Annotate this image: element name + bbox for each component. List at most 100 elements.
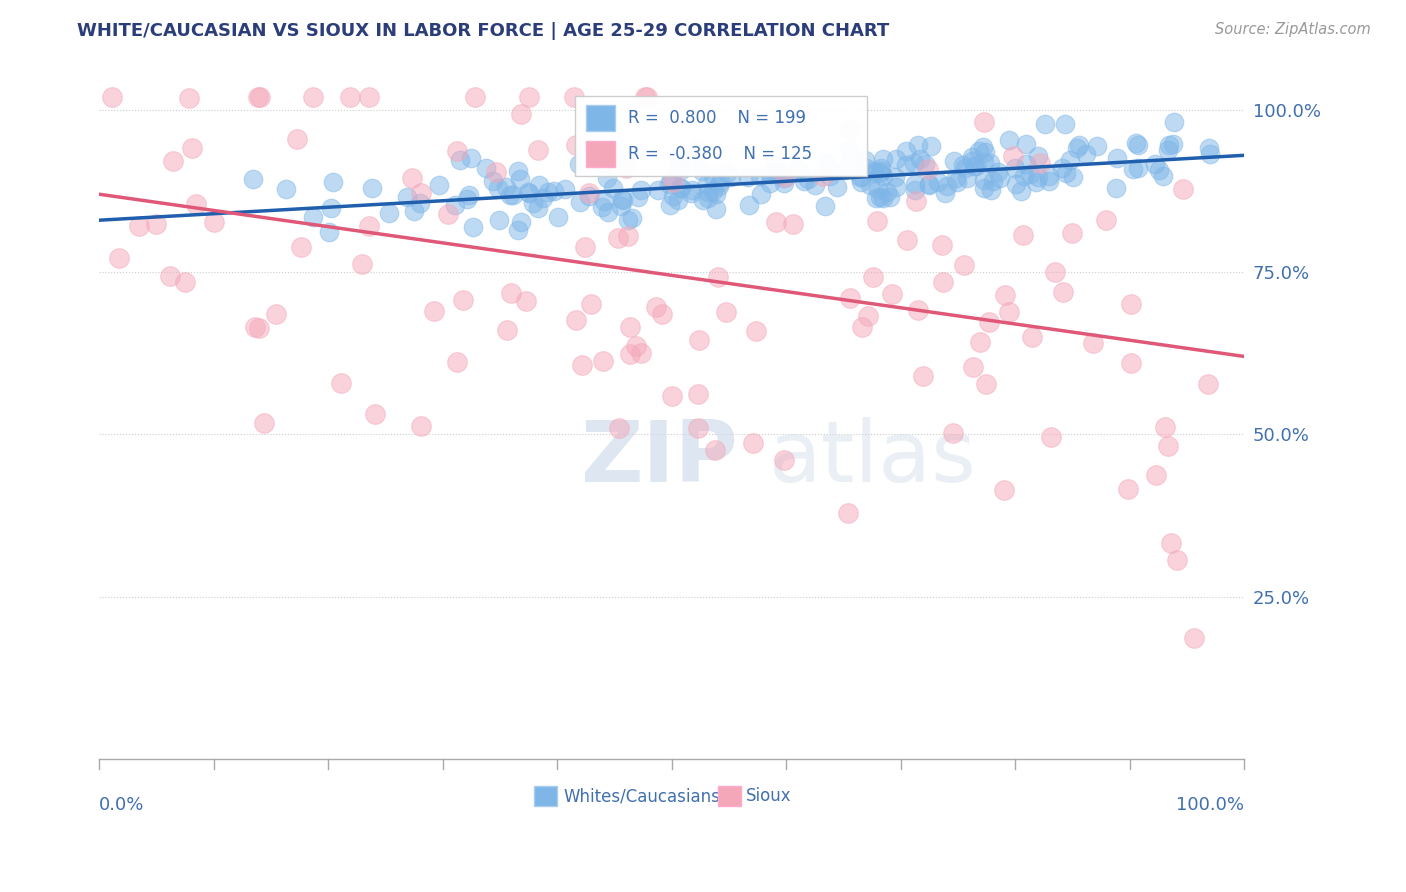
- Point: [769, 169, 792, 183]
- Point: [616, 228, 638, 243]
- Point: [880, 287, 903, 301]
- Point: [818, 169, 841, 183]
- Point: [839, 147, 862, 161]
- Point: [859, 178, 882, 192]
- Point: [742, 435, 765, 450]
- Point: [578, 189, 600, 203]
- Bar: [717, 786, 741, 806]
- Point: [404, 204, 426, 219]
- Point: [661, 173, 683, 187]
- Point: [527, 178, 550, 192]
- Point: [568, 156, 591, 170]
- Point: [1076, 147, 1098, 161]
- Point: [1038, 169, 1060, 184]
- Point: [972, 140, 994, 154]
- Point: [851, 169, 873, 184]
- Text: R =  -0.380    N = 125: R = -0.380 N = 125: [628, 145, 813, 163]
- Point: [359, 219, 381, 233]
- Point: [1156, 439, 1178, 453]
- Point: [834, 162, 856, 177]
- Point: [1119, 297, 1142, 311]
- Point: [977, 315, 1000, 329]
- Point: [515, 294, 537, 309]
- Point: [987, 165, 1010, 179]
- Point: [1043, 265, 1066, 279]
- Point: [1144, 468, 1167, 483]
- Point: [1015, 137, 1038, 152]
- Point: [128, 219, 150, 233]
- Point: [449, 153, 471, 167]
- Point: [446, 355, 468, 369]
- Point: [108, 251, 131, 265]
- Point: [1069, 138, 1091, 153]
- Point: [697, 185, 720, 199]
- Point: [249, 90, 271, 104]
- Point: [359, 90, 381, 104]
- Text: 0.0%: 0.0%: [100, 797, 145, 814]
- Point: [903, 156, 925, 170]
- Point: [249, 320, 271, 334]
- Point: [960, 153, 983, 168]
- Point: [765, 165, 787, 179]
- Point: [411, 186, 433, 200]
- Point: [907, 302, 929, 317]
- Point: [502, 188, 524, 202]
- Point: [1121, 356, 1143, 370]
- Point: [994, 288, 1017, 302]
- Point: [702, 169, 724, 183]
- Point: [745, 324, 768, 338]
- Point: [1026, 149, 1049, 163]
- Point: [401, 171, 423, 186]
- Point: [773, 170, 796, 185]
- Point: [716, 305, 738, 319]
- Point: [302, 210, 325, 224]
- Point: [793, 174, 815, 188]
- Point: [669, 163, 692, 178]
- Point: [565, 312, 588, 326]
- Point: [464, 90, 486, 104]
- Point: [884, 152, 907, 166]
- Point: [973, 181, 995, 195]
- Point: [592, 354, 614, 368]
- Text: atlas: atlas: [769, 417, 977, 500]
- Point: [707, 270, 730, 285]
- Point: [562, 90, 585, 104]
- Point: [1026, 170, 1049, 185]
- Point: [499, 188, 522, 202]
- Point: [607, 420, 630, 434]
- Point: [863, 164, 886, 178]
- Point: [177, 91, 200, 105]
- Point: [145, 217, 167, 231]
- Point: [322, 175, 344, 189]
- Point: [669, 181, 692, 195]
- Point: [1004, 161, 1026, 175]
- Point: [914, 157, 936, 171]
- Point: [688, 333, 710, 347]
- Point: [1015, 157, 1038, 171]
- Point: [932, 275, 955, 289]
- Point: [620, 211, 643, 225]
- Point: [607, 231, 630, 245]
- Point: [997, 133, 1019, 147]
- Point: [626, 190, 648, 204]
- Point: [704, 442, 727, 457]
- Point: [1128, 161, 1150, 176]
- Point: [688, 387, 710, 401]
- Bar: [586, 142, 614, 168]
- Point: [869, 190, 891, 204]
- Point: [974, 376, 997, 391]
- Point: [952, 158, 974, 172]
- Point: [870, 163, 893, 178]
- Point: [451, 293, 474, 307]
- Point: [1001, 149, 1024, 163]
- Point: [917, 178, 939, 192]
- Point: [460, 151, 482, 165]
- Point: [787, 161, 810, 176]
- Point: [526, 201, 548, 215]
- Point: [510, 215, 533, 229]
- Point: [1125, 136, 1147, 150]
- Point: [945, 171, 967, 186]
- Point: [917, 177, 939, 191]
- Point: [1199, 147, 1222, 161]
- Point: [686, 420, 709, 434]
